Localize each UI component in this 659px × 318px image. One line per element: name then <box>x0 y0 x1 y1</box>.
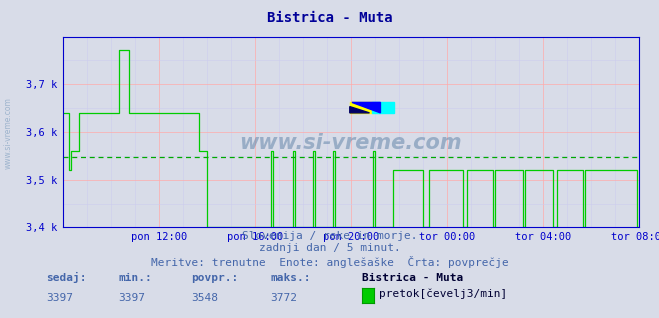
Text: Meritve: trenutne  Enote: anglešaške  Črta: povprečje: Meritve: trenutne Enote: anglešaške Črta… <box>151 256 508 268</box>
Text: www.si-vreme.com: www.si-vreme.com <box>3 98 13 169</box>
Text: 3397: 3397 <box>119 293 146 302</box>
Text: min.:: min.: <box>119 273 152 283</box>
Polygon shape <box>350 107 370 113</box>
Text: Slovenija / reke in morje.: Slovenija / reke in morje. <box>242 231 417 240</box>
Text: povpr.:: povpr.: <box>191 273 239 283</box>
Text: sedaj:: sedaj: <box>46 273 86 283</box>
Text: maks.:: maks.: <box>270 273 310 283</box>
Text: 3397: 3397 <box>46 293 73 302</box>
Polygon shape <box>352 102 380 113</box>
Text: pretok[čevelj3/min]: pretok[čevelj3/min] <box>379 289 507 299</box>
Bar <box>372 102 393 113</box>
Text: 3548: 3548 <box>191 293 218 302</box>
Bar <box>350 102 372 113</box>
Text: Bistrica - Muta: Bistrica - Muta <box>267 11 392 25</box>
Text: www.si-vreme.com: www.si-vreme.com <box>240 134 462 153</box>
Text: zadnji dan / 5 minut.: zadnji dan / 5 minut. <box>258 243 401 253</box>
Text: 3772: 3772 <box>270 293 297 302</box>
Text: Bistrica - Muta: Bistrica - Muta <box>362 273 464 283</box>
